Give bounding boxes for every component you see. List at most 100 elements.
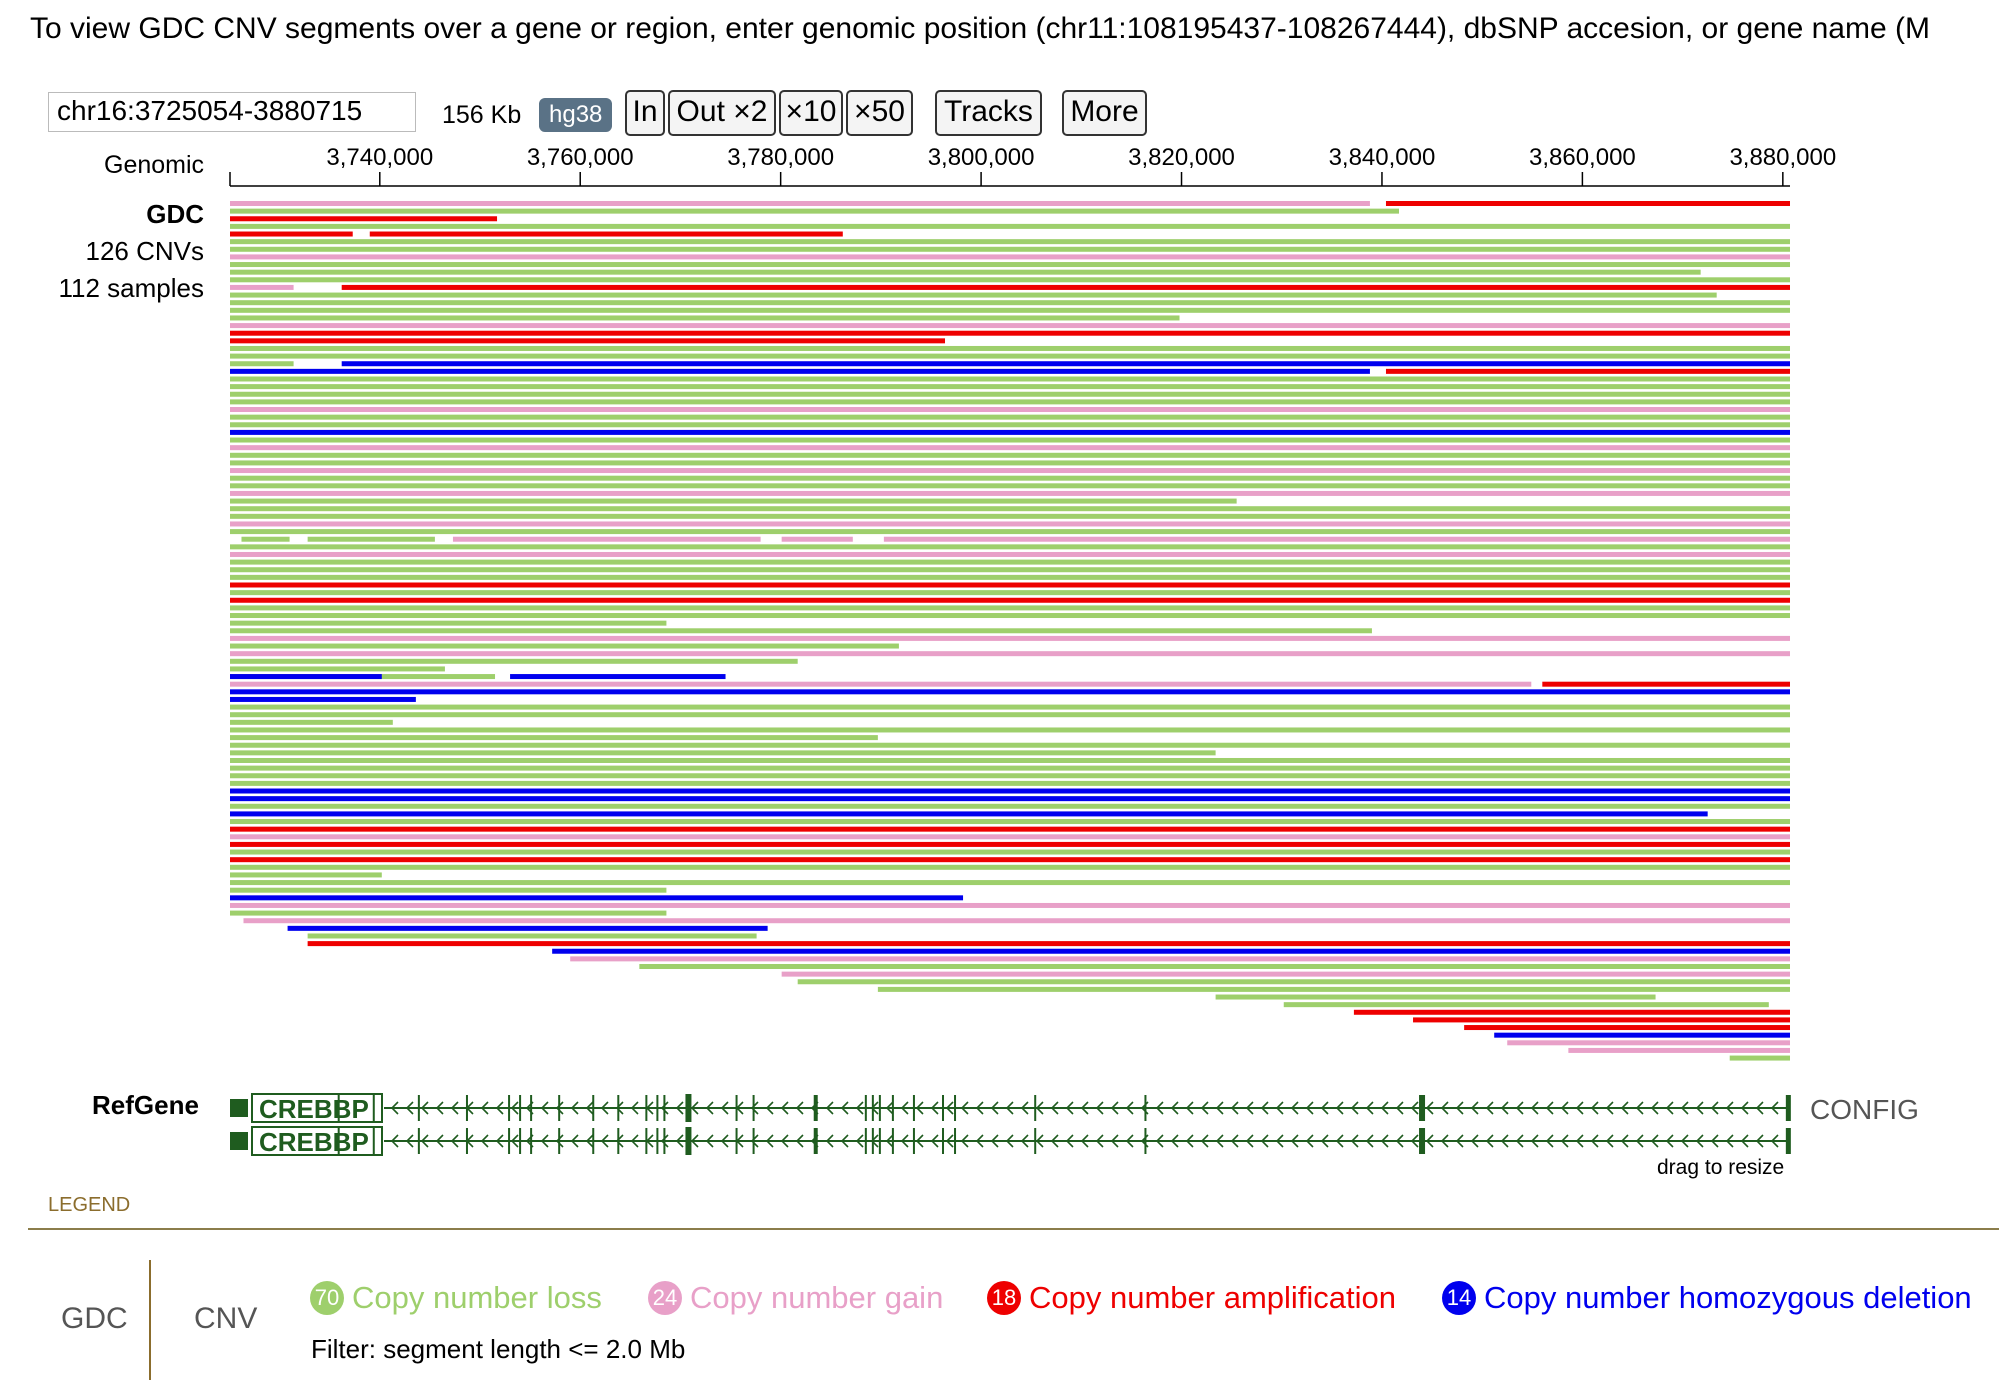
cnv-segment-amp[interactable]	[230, 582, 1790, 588]
cnv-segment-loss[interactable]	[230, 269, 1701, 275]
cnv-segment-loss[interactable]	[230, 361, 294, 367]
cnv-segment-gain[interactable]	[230, 323, 1790, 329]
cnv-segment-amp[interactable]	[307, 941, 1791, 947]
cnv-segment-loss[interactable]	[230, 765, 1790, 771]
cnv-segment-loss[interactable]	[230, 452, 1790, 458]
cnv-segment-homdel[interactable]	[230, 895, 964, 901]
zoom-out-10x-button[interactable]: ×10	[779, 90, 843, 136]
cnv-segment-gain[interactable]	[230, 407, 1790, 413]
cnv-segment-loss[interactable]	[230, 277, 1790, 283]
cnv-segment-gain[interactable]	[230, 902, 1790, 908]
cnv-segment-amp[interactable]	[230, 216, 498, 222]
cnv-segment-gain[interactable]	[230, 490, 1790, 496]
cnv-segment-gain[interactable]	[243, 918, 1791, 924]
cnv-segment-loss[interactable]	[230, 544, 1790, 550]
cnv-segment-loss[interactable]	[230, 620, 667, 626]
cnv-segment-gain[interactable]	[230, 445, 1790, 451]
cnv-segment-loss[interactable]	[230, 590, 1790, 596]
cnv-segment-homdel[interactable]	[341, 361, 1790, 367]
cnv-segment-loss[interactable]	[230, 399, 1790, 405]
cnv-segment-loss[interactable]	[230, 460, 1790, 466]
cnv-segment-amp[interactable]	[230, 330, 1790, 336]
cnv-segment-loss[interactable]	[230, 819, 1790, 825]
cnv-segment-homdel[interactable]	[230, 674, 382, 680]
cnv-segment-homdel[interactable]	[230, 811, 1708, 817]
coordinate-input[interactable]: chr16:3725054-3880715	[48, 92, 416, 132]
cnv-segment-gain[interactable]	[781, 536, 853, 542]
cnv-segment-gain[interactable]	[230, 651, 1790, 657]
legend-item-gain[interactable]: 24 Copy number gain	[648, 1280, 943, 1317]
cnv-segment-loss[interactable]	[639, 964, 1790, 969]
cnv-segment-loss[interactable]	[230, 384, 1790, 390]
cnv-segment-loss[interactable]	[230, 437, 1790, 443]
cnv-segment-loss[interactable]	[230, 574, 1790, 580]
cnv-segment-loss[interactable]	[230, 735, 878, 741]
cnv-segment-loss[interactable]	[230, 910, 667, 916]
cnv-segment-loss[interactable]	[230, 742, 1790, 748]
cnv-segment-loss[interactable]	[230, 414, 1790, 420]
cnv-segment-gain[interactable]	[230, 468, 1790, 474]
cnv-segment-loss[interactable]	[230, 780, 1790, 786]
cnv-segment-loss[interactable]	[797, 979, 1790, 985]
cnv-segment-homdel[interactable]	[287, 925, 768, 931]
cnv-segment-loss[interactable]	[230, 803, 1790, 809]
cnv-segment-amp[interactable]	[1385, 368, 1790, 374]
cnv-segment-loss[interactable]	[230, 513, 1790, 519]
cnv-segment-homdel[interactable]	[230, 368, 1370, 374]
cnv-segment-loss[interactable]	[230, 262, 1790, 268]
gene-name[interactable]: CREBBP	[259, 1094, 369, 1124]
config-button[interactable]: CONFIG	[1810, 1094, 1919, 1125]
cnv-segment-loss[interactable]	[230, 559, 1790, 565]
cnv-segment-loss[interactable]	[230, 376, 1790, 382]
cnv-segment-gain[interactable]	[570, 956, 1791, 962]
cnv-segment-loss[interactable]	[230, 353, 1790, 359]
cnv-segment-loss[interactable]	[230, 849, 1790, 855]
cnv-segment-homdel[interactable]	[230, 696, 416, 702]
cnv-segment-amp[interactable]	[230, 231, 353, 237]
cnv-segment-loss[interactable]	[877, 986, 1790, 992]
cnv-segment-loss[interactable]	[307, 536, 435, 542]
cnv-segment-amp[interactable]	[230, 338, 946, 344]
cnv-segment-amp[interactable]	[1353, 1009, 1790, 1015]
cnv-segment-gain[interactable]	[883, 536, 1790, 542]
cnv-segment-gain[interactable]	[230, 551, 1790, 557]
cnv-segment-loss[interactable]	[230, 300, 1790, 306]
zoom-in-button[interactable]: In	[625, 90, 665, 136]
cnv-segment-homdel[interactable]	[230, 689, 1790, 695]
cnv-segment-gain[interactable]	[452, 536, 761, 542]
cnv-segment-gain[interactable]	[1507, 1040, 1790, 1046]
cnv-segment-homdel[interactable]	[510, 674, 726, 680]
zoom-out-50x-button[interactable]: ×50	[846, 90, 913, 136]
cnv-segment-loss[interactable]	[230, 475, 1790, 481]
cnv-segment-loss[interactable]	[230, 704, 1790, 710]
cnv-segment-homdel[interactable]	[230, 796, 1790, 802]
cnv-segment-gain[interactable]	[1568, 1047, 1790, 1053]
cnv-segment-loss[interactable]	[230, 628, 1372, 634]
cnv-segment-loss[interactable]	[230, 613, 1790, 619]
cnv-segment-loss[interactable]	[230, 307, 1790, 313]
cnv-segment-amp[interactable]	[1464, 1025, 1790, 1031]
drag-to-resize-handle[interactable]: drag to resize	[1657, 1156, 1785, 1179]
cnv-segment-loss[interactable]	[241, 536, 290, 542]
cnv-segment-homdel[interactable]	[230, 788, 1790, 794]
legend-item-amplification[interactable]: 18 Copy number amplification	[987, 1280, 1396, 1317]
cnv-segment-loss[interactable]	[230, 246, 1790, 252]
zoom-out-2x-button[interactable]: Out ×2	[668, 90, 776, 136]
cnv-segment-loss[interactable]	[230, 315, 1180, 321]
cnv-segment-amp[interactable]	[230, 841, 1790, 847]
gene-name[interactable]: CREBBP	[259, 1127, 369, 1157]
cnv-segment-gain[interactable]	[781, 971, 1790, 977]
cnv-segment-loss[interactable]	[230, 643, 899, 649]
cnv-segment-gain[interactable]	[230, 635, 1790, 641]
cnv-segment-gain[interactable]	[230, 201, 1370, 206]
cnv-segment-loss[interactable]	[230, 719, 393, 725]
cnv-segment-loss[interactable]	[1729, 1055, 1790, 1061]
cnv-segment-homdel[interactable]	[1494, 1032, 1790, 1038]
cnv-segment-loss[interactable]	[230, 506, 1790, 512]
cnv-segment-loss[interactable]	[230, 529, 1790, 535]
legend-item-homdel[interactable]: 14 Copy number homozygous deletion	[1442, 1280, 1972, 1317]
cnv-segment-amp[interactable]	[1413, 1017, 1790, 1023]
cnv-segment-loss[interactable]	[230, 757, 1790, 763]
cnv-segment-loss[interactable]	[1215, 994, 1656, 1000]
